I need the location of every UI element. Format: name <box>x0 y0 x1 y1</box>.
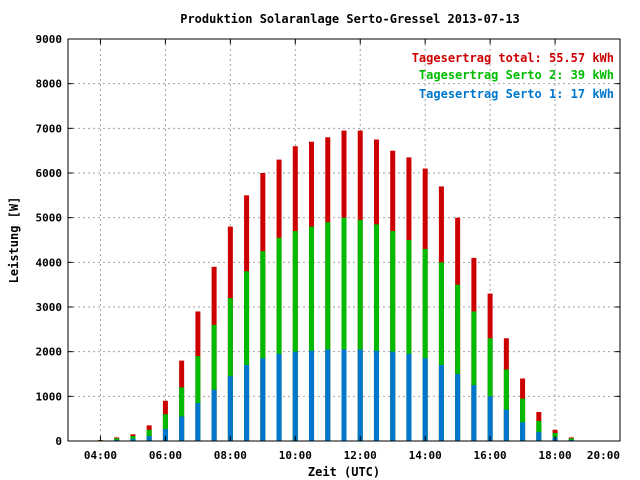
bar-tagesertrag-serto-1-1400 <box>422 358 428 441</box>
y-tick-label: 7000 <box>36 122 63 135</box>
bar-tagesertrag-serto-1-0500 <box>130 438 136 441</box>
bar-tagesertrag-serto-1-0830 <box>244 365 250 441</box>
x-tick-label: 14:00 <box>409 449 442 462</box>
bar-tagesertrag-serto-2-1300 <box>390 231 396 441</box>
bar-tagesertrag-serto-2-1400 <box>422 248 428 441</box>
bar-tagesertrag-serto-2-0530 <box>146 429 152 441</box>
y-tick-label: 8000 <box>36 78 63 91</box>
legend-serto-1: Tagesertrag Serto 1: 17 kWh <box>419 87 614 101</box>
y-tick-label: 1000 <box>36 390 63 403</box>
bar-tagesertrag-serto-2-0700 <box>195 356 201 441</box>
bar-tagesertrag-serto-1-0700 <box>195 403 201 441</box>
bar-tagesertrag-serto-2-1230 <box>373 224 379 441</box>
bar-tagesertrag-serto-1-1730 <box>536 432 542 441</box>
bar-tagesertrag-serto-2-1100 <box>325 222 331 441</box>
plot-frame <box>67 38 621 442</box>
x-tick-label: 06:00 <box>149 449 182 462</box>
bar-tagesertrag-serto-1-1630 <box>503 409 509 441</box>
y-axis-label: Leistung [W] <box>7 197 21 284</box>
bar-tagesertrag-serto-2-1130 <box>341 217 347 441</box>
bar-tagesertrag-serto-2-0730 <box>211 324 217 441</box>
y-tick-label: 4000 <box>36 256 63 269</box>
bar-tagesertrag-serto-2-1600 <box>487 338 493 441</box>
x-tick-label: 18:00 <box>538 449 571 462</box>
bar-tagesertrag-serto-2-0800 <box>227 298 233 441</box>
bar-tagesertrag-serto-1-0630 <box>179 416 185 441</box>
x-tick-label: 10:00 <box>279 449 312 462</box>
bar-tagesertrag-serto-1-1330 <box>406 353 412 441</box>
bar-tagesertrag-serto-1-0730 <box>211 389 217 441</box>
bar-tagesertrag-serto-2-1530 <box>471 311 477 441</box>
y-tick-label: 2000 <box>36 346 63 359</box>
y-tick-label: 6000 <box>36 167 63 180</box>
bar-tagesertrag-serto-1-1600 <box>487 396 493 441</box>
legend-total: Tagesertrag total: 55.57 kWh <box>412 51 614 65</box>
bar-tagesertrag-serto-2-1200 <box>357 219 363 441</box>
y-tick-label: 9000 <box>36 33 63 46</box>
bars <box>97 130 591 442</box>
bar-tagesertrag-serto-1-1200 <box>357 349 363 441</box>
bar-tagesertrag-serto-1-1300 <box>390 351 396 441</box>
bar-tagesertrag-serto-2-1030 <box>309 226 315 441</box>
bar-tagesertrag-serto-1-1700 <box>520 422 526 441</box>
bar-tagesertrag-serto-1-1230 <box>373 350 379 441</box>
x-axis-label: Zeit (UTC) <box>308 465 380 479</box>
bar-tagesertrag-serto-2-0500 <box>130 436 136 441</box>
bar-tagesertrag-serto-1-1500 <box>455 374 461 441</box>
x-axis-ticks: 04:00 06:00 08:00 10:00 12:00 14:00 16:00 18:00… <box>84 39 621 462</box>
y-axis-ticks: 0 1000 2000 3000 4000 5000 6000 7000 8000 9000 <box>36 33 620 448</box>
bar-tagesertrag-serto-2-1630 <box>503 369 509 441</box>
bar-tagesertrag-serto-2-0900 <box>260 251 266 441</box>
bar-tagesertrag-serto-1-1430 <box>438 365 444 441</box>
bar-tagesertrag-serto-2-1730 <box>536 420 542 441</box>
bar-tagesertrag-serto-2-0930 <box>276 237 282 441</box>
bar-tagesertrag-serto-2-0600 <box>162 414 168 441</box>
bar-tagesertrag-serto-1-1000 <box>292 351 298 441</box>
bar-tagesertrag-serto-2-0830 <box>244 271 250 441</box>
legend-serto-2: Tagesertrag Serto 2: 39 kWh <box>419 68 614 82</box>
bar-tagesertrag-serto-2-1330 <box>406 240 412 441</box>
bar-tagesertrag-serto-1-0900 <box>260 358 266 441</box>
bar-tagesertrag-serto-1-1130 <box>341 349 347 441</box>
bar-tagesertrag-serto-2-1700 <box>520 398 526 441</box>
bar-tagesertrag-serto-1-1530 <box>471 385 477 441</box>
bar-tagesertrag-serto-1-0930 <box>276 353 282 441</box>
bar-tagesertrag-serto-2-1830 <box>568 438 574 441</box>
y-tick-label: 3000 <box>36 301 63 314</box>
bar-tagesertrag-serto-2-0430 <box>114 438 120 441</box>
bar-tagesertrag-serto-1-1100 <box>325 349 331 441</box>
legend: Tagesertrag total: 55.57 kWh Tagesertrag… <box>412 51 614 101</box>
bar-tagesertrag-serto-1-1830 <box>568 439 574 441</box>
bar-tagesertrag-serto-2-1500 <box>455 284 461 441</box>
x-tick-label: 08:00 <box>214 449 247 462</box>
x-tick-label: 16:00 <box>474 449 507 462</box>
bar-tagesertrag-serto-2-1000 <box>292 231 298 441</box>
bar-tagesertrag-serto-1-1030 <box>309 350 315 441</box>
bar-tagesertrag-serto-1-0430 <box>114 439 120 441</box>
x-tick-label: 04:00 <box>84 449 117 462</box>
bar-tagesertrag-serto-1-0530 <box>146 436 152 441</box>
bar-tagesertrag-serto-2-0630 <box>179 387 185 441</box>
bar-tagesertrag-serto-1-0600 <box>162 428 168 441</box>
chart-title: Produktion Solaranlage Serto-Gressel 201… <box>180 12 520 26</box>
bar-tagesertrag-serto-1-0800 <box>227 376 233 441</box>
x-tick-label: 20:00 <box>587 449 620 462</box>
y-tick-label: 0 <box>55 435 62 448</box>
bar-tagesertrag-serto-2-1430 <box>438 262 444 441</box>
y-tick-label: 5000 <box>36 212 63 225</box>
x-tick-label: 12:00 <box>344 449 377 462</box>
